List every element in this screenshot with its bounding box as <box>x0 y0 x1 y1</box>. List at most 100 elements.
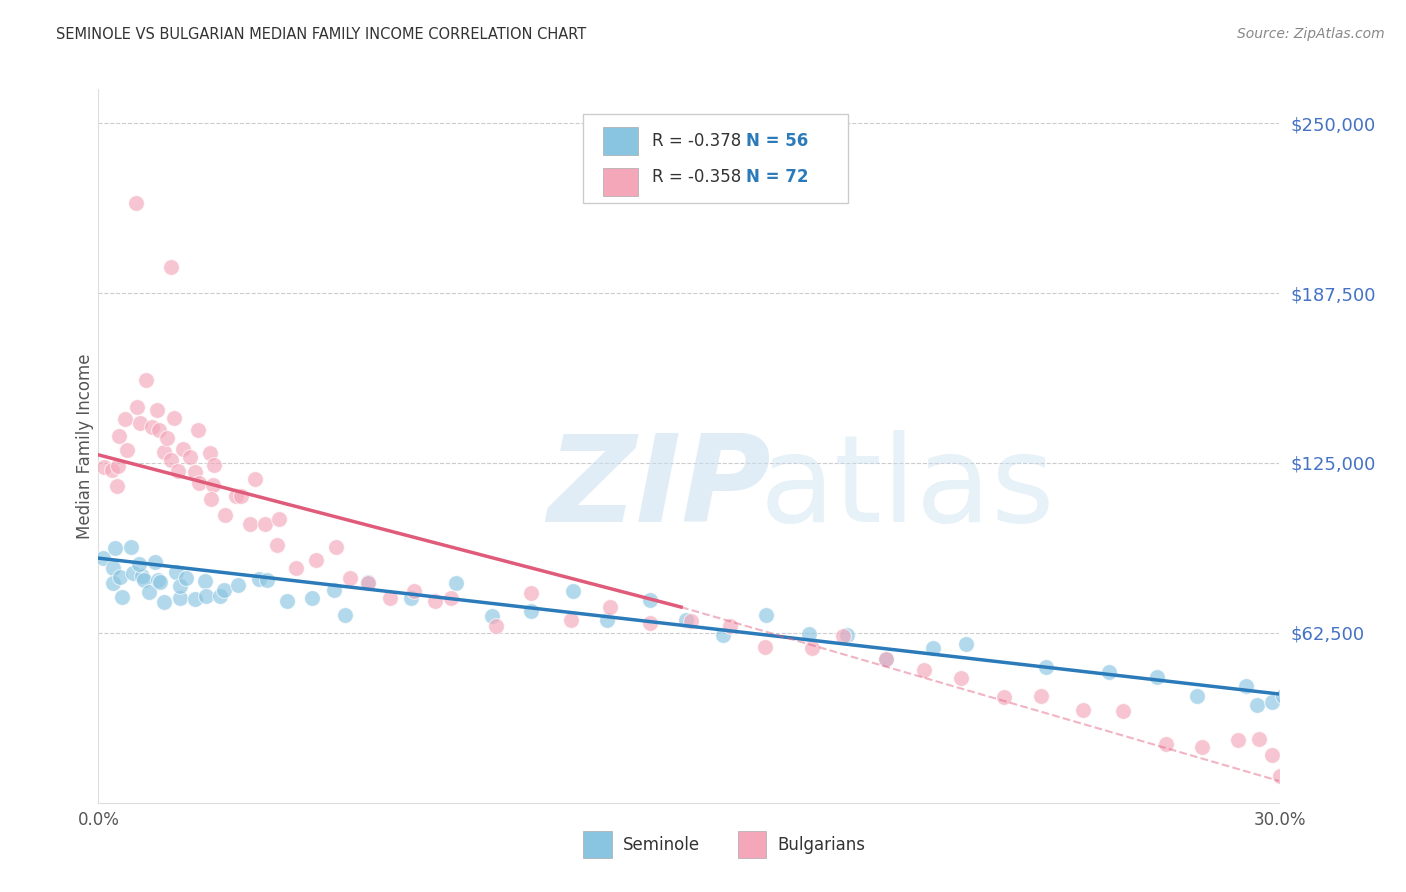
Point <box>1154 737 1177 751</box>
Point <box>110 570 132 584</box>
Point <box>91 550 114 565</box>
Point <box>832 629 855 643</box>
Point <box>950 672 973 686</box>
Point <box>1035 660 1057 674</box>
Point <box>254 516 277 531</box>
Point <box>267 512 290 526</box>
Bar <box>603 168 638 196</box>
Text: Bulgarians: Bulgarians <box>778 836 866 854</box>
Point <box>245 472 267 486</box>
Point <box>160 452 183 467</box>
Point <box>239 516 262 531</box>
Point <box>301 591 323 606</box>
Point <box>187 423 209 437</box>
Point <box>184 465 207 479</box>
Point <box>156 431 179 445</box>
Point <box>153 445 176 459</box>
Point <box>120 541 142 555</box>
Text: Source: ZipAtlas.com: Source: ZipAtlas.com <box>1237 27 1385 41</box>
Point <box>718 619 741 633</box>
Point <box>1247 731 1270 746</box>
Point <box>912 663 935 677</box>
Point <box>108 428 131 442</box>
Point <box>103 561 125 575</box>
Y-axis label: Median Family Income: Median Family Income <box>76 353 94 539</box>
Point <box>1029 689 1052 703</box>
Text: atlas: atlas <box>759 430 1056 548</box>
Point <box>875 651 897 665</box>
Point <box>117 442 139 457</box>
Point <box>214 583 236 598</box>
Point <box>322 583 344 598</box>
Point <box>200 445 222 459</box>
Point <box>921 641 943 656</box>
Point <box>1261 748 1284 763</box>
Point <box>165 565 187 579</box>
Point <box>1071 703 1094 717</box>
Point <box>184 591 207 606</box>
Point <box>125 400 148 414</box>
Point <box>93 460 115 475</box>
Point <box>711 628 734 642</box>
Point <box>1268 769 1291 783</box>
Point <box>520 586 543 600</box>
Point <box>520 604 543 618</box>
Point <box>169 591 191 606</box>
Point <box>754 640 776 654</box>
Point <box>202 458 225 473</box>
Point <box>339 570 361 584</box>
Text: SEMINOLE VS BULGARIAN MEDIAN FAMILY INCOME CORRELATION CHART: SEMINOLE VS BULGARIAN MEDIAN FAMILY INCO… <box>56 27 586 42</box>
Point <box>1234 679 1257 693</box>
Point <box>103 576 125 591</box>
Point <box>305 553 328 567</box>
Point <box>256 573 278 587</box>
Point <box>440 591 463 605</box>
Point <box>797 627 820 641</box>
Point <box>104 541 127 555</box>
Point <box>135 373 157 387</box>
Point <box>194 590 217 604</box>
Point <box>1312 776 1334 790</box>
Point <box>485 618 508 632</box>
Point <box>1271 690 1294 704</box>
Point <box>209 589 232 603</box>
Point <box>675 613 697 627</box>
Point <box>174 571 197 585</box>
Text: N = 56: N = 56 <box>747 132 808 150</box>
Point <box>202 478 225 492</box>
Point <box>101 463 124 477</box>
Point <box>121 566 143 580</box>
Point <box>107 458 129 473</box>
Point <box>596 613 619 627</box>
Point <box>111 590 134 604</box>
Point <box>226 577 249 591</box>
Point <box>755 608 778 623</box>
Point <box>335 608 357 623</box>
Text: R = -0.378: R = -0.378 <box>652 132 741 150</box>
Point <box>599 599 621 614</box>
Point <box>125 196 148 211</box>
Point <box>444 576 467 591</box>
Point <box>325 541 347 555</box>
Point <box>114 412 136 426</box>
FancyBboxPatch shape <box>582 114 848 203</box>
Point <box>163 410 186 425</box>
Point <box>172 442 194 457</box>
Point <box>562 583 585 598</box>
Point <box>231 489 253 503</box>
Text: Seminole: Seminole <box>623 836 700 854</box>
Point <box>357 576 380 591</box>
Text: R = -0.358: R = -0.358 <box>652 168 741 186</box>
Point <box>145 555 167 569</box>
Point <box>681 615 703 629</box>
Point <box>1227 733 1250 747</box>
Point <box>153 595 176 609</box>
Point <box>247 573 270 587</box>
Point <box>131 568 153 582</box>
Point <box>399 591 422 605</box>
Point <box>1246 698 1268 712</box>
Point <box>148 573 170 587</box>
Point <box>169 579 191 593</box>
Point <box>166 464 188 478</box>
Point <box>225 489 247 503</box>
